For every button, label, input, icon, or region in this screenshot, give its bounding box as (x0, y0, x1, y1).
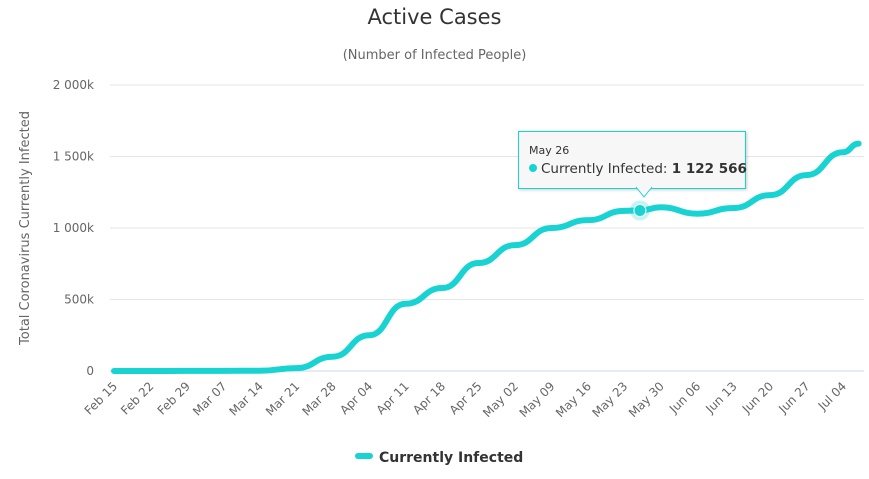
legend-label: Currently Infected (379, 450, 524, 466)
x-tick-label: Jun 20 (739, 379, 776, 416)
x-tick-label: Feb 29 (155, 379, 193, 417)
x-tick-label: May 09 (517, 379, 558, 420)
legend-line-icon (355, 453, 373, 459)
x-tick-label: May 30 (626, 379, 667, 420)
x-tick-label: May 02 (480, 379, 521, 420)
x-tick-label: Mar 07 (190, 379, 229, 418)
x-tick-label: Feb 15 (82, 379, 120, 417)
tooltip-value: 1 122 566 (671, 161, 747, 177)
y-tick-label: 500k (64, 293, 94, 307)
x-tick-label: Mar 21 (263, 379, 302, 418)
legend-item-currently-infected[interactable]: Currently Infected (355, 450, 523, 466)
x-tick-label: Jun 27 (775, 379, 812, 416)
tooltip: May 26 Currently Infected: 1 122 566 (518, 131, 747, 189)
tooltip-date: May 26 (529, 144, 570, 157)
x-tick-label: Apr 04 (337, 379, 375, 417)
y-tick-label: 2 000k (53, 78, 94, 92)
series-line-currently-infected[interactable] (111, 140, 862, 374)
x-tick-label: May 23 (589, 379, 630, 420)
y-tick-label: 1 500k (53, 150, 94, 164)
x-tick-label: Apr 25 (447, 379, 485, 417)
y-tick-label: 1 000k (53, 221, 94, 235)
hover-point[interactable] (633, 203, 647, 217)
x-tick-label: Jul 04 (815, 379, 849, 413)
x-tick-label: May 16 (553, 379, 594, 420)
x-tick-label: Apr 11 (374, 379, 412, 417)
tooltip-line: Currently Infected: 1 122 566 (529, 161, 747, 177)
y-tick-label: 0 (86, 364, 94, 378)
x-tick-label: Mar 14 (227, 379, 266, 418)
chart-subtitle: (Number of Infected People) (342, 48, 527, 63)
x-tick-label: Jun 13 (702, 379, 739, 416)
x-tick-label: Feb 22 (118, 379, 156, 417)
chart-title: Active Cases (367, 5, 502, 29)
series-dot-icon (529, 164, 537, 172)
x-tick-label: Jun 06 (666, 379, 703, 416)
tooltip-series: Currently Infected: (541, 161, 668, 177)
x-tick-label: Apr 18 (410, 379, 448, 417)
x-tick-label: Mar 28 (299, 379, 338, 418)
y-axis-label: Total Coronavirus Currently Infected (18, 111, 33, 346)
